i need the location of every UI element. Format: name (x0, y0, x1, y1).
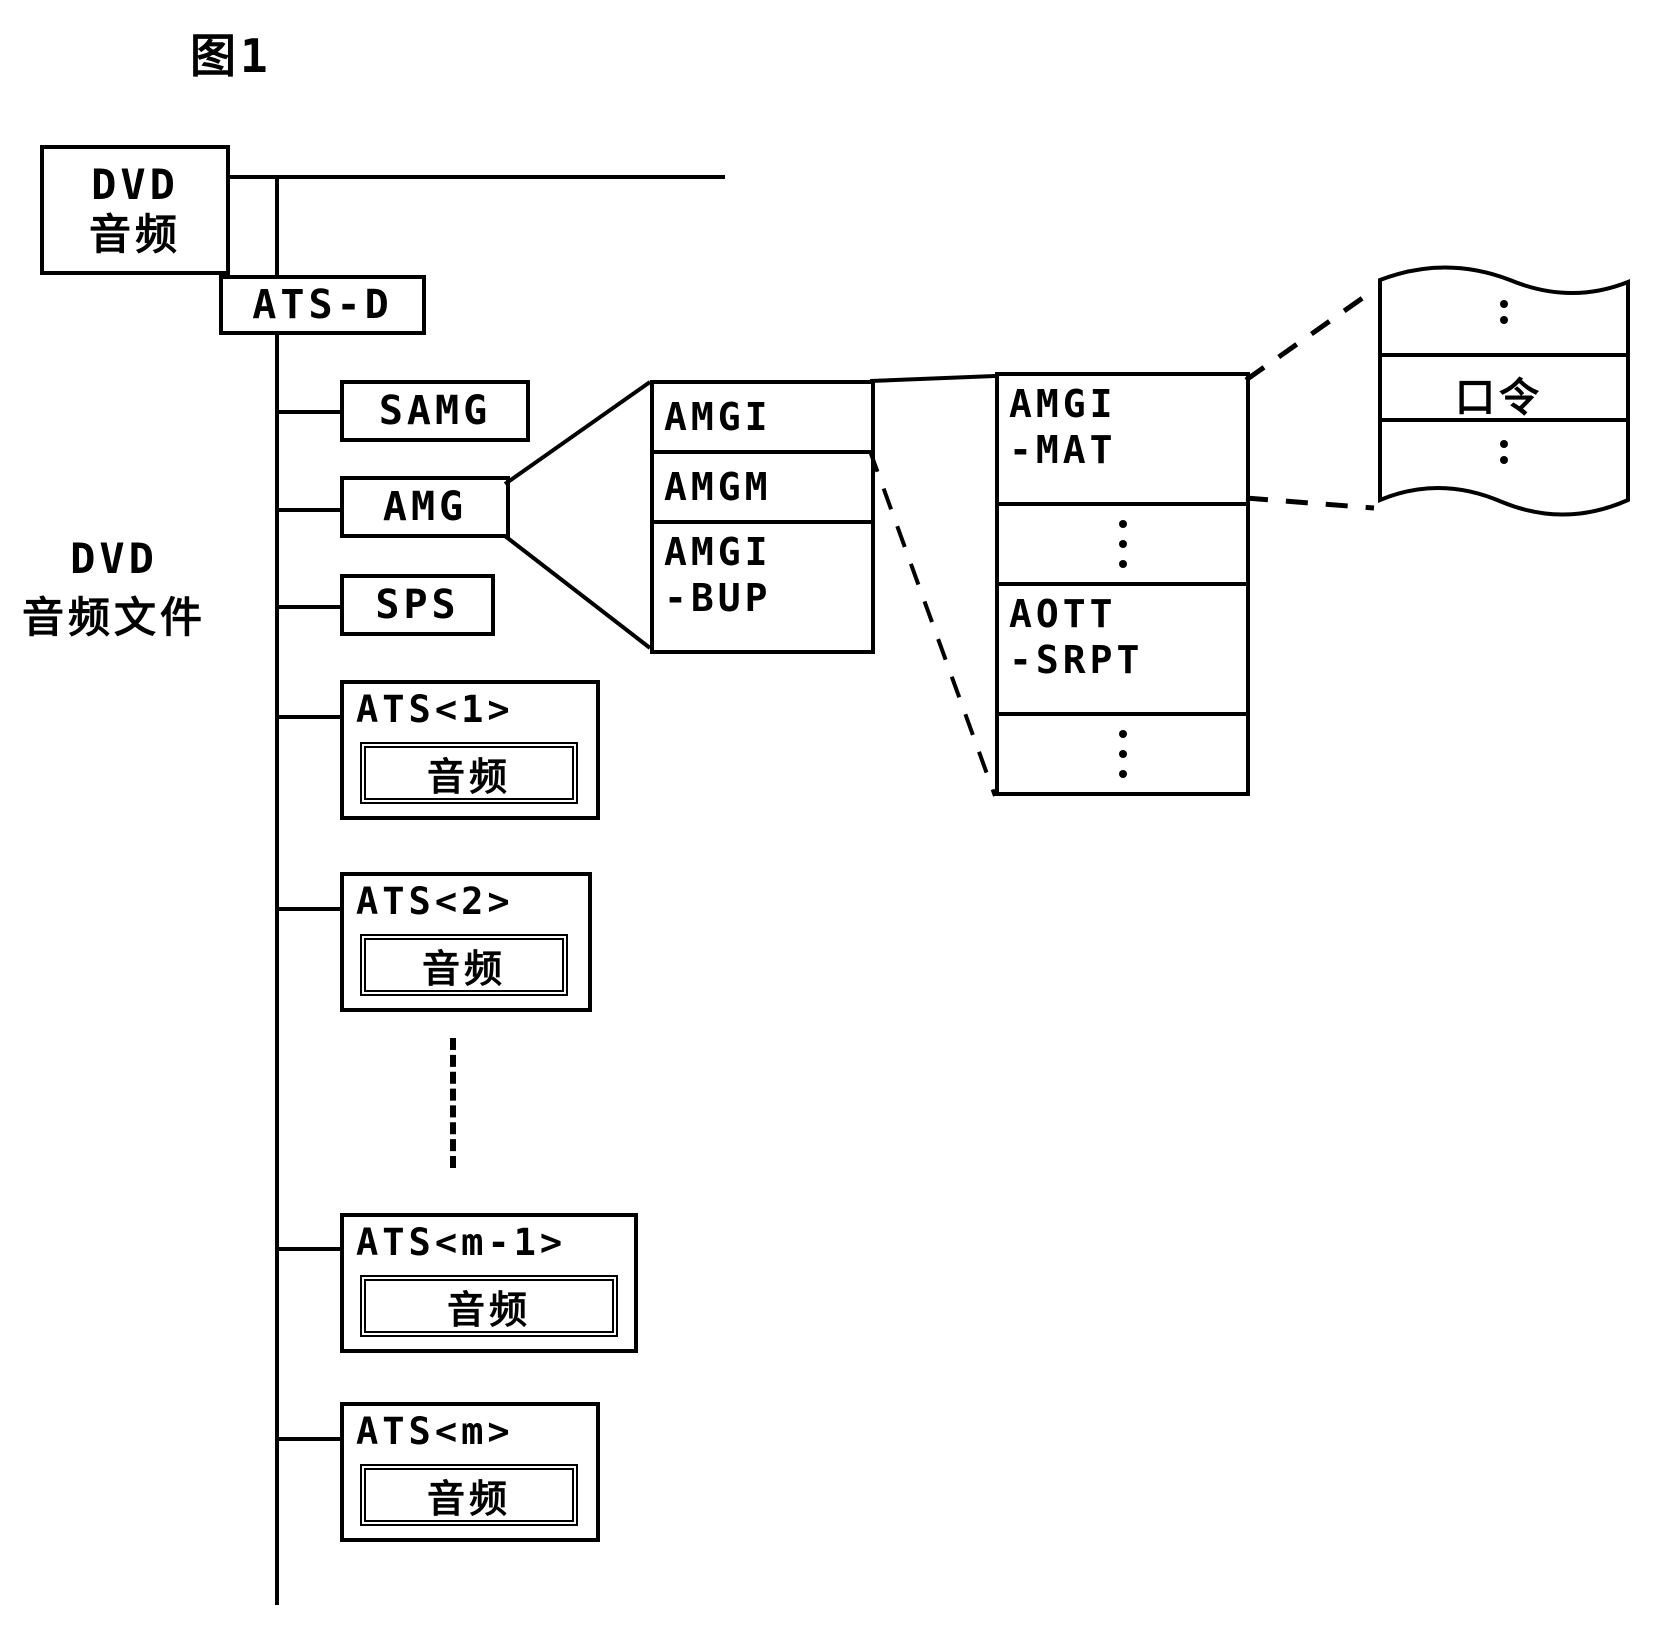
amgi-r1-l2: -MAT (1009, 428, 1117, 474)
scroll-dots-bot (1500, 440, 1508, 464)
amgi-r2-l1: AOTT (1009, 592, 1117, 638)
amgi-stack-dots1 (999, 506, 1246, 586)
atsm-inner: 音频 (360, 1464, 578, 1526)
amgi-r1-l1: AMGI (1009, 382, 1117, 428)
branch (275, 1437, 340, 1441)
amg-stack-r2: AMGM (654, 454, 871, 524)
ats2-inner: 音频 (360, 934, 568, 996)
samg-box: SAMG (340, 380, 530, 442)
amgi-stack-r1: AMGI -MAT (999, 376, 1246, 506)
branch (275, 907, 340, 911)
amg-stack: AMGI AMGM AMGI -BUP (650, 380, 875, 654)
dots-icon (1119, 730, 1127, 778)
branch (275, 605, 340, 609)
root-line1: DVD (91, 160, 179, 210)
amg-stack-r1: AMGI (654, 384, 871, 454)
amg-connector-svg (505, 376, 655, 656)
scroll-connector-svg (1246, 290, 1386, 520)
branch (275, 508, 340, 512)
ats1-inner: 音频 (360, 742, 578, 804)
brace-label: DVD 音频文件 (22, 530, 206, 648)
dots-icon (1119, 520, 1127, 568)
atsd-box: ATS-D (219, 275, 426, 335)
amg-stack-r3: AMGI -BUP (654, 524, 871, 654)
brace-l2: 音频文件 (22, 589, 206, 648)
connector (230, 175, 725, 179)
sps-box: SPS (340, 574, 495, 636)
ats1-title: ATS<1> (352, 686, 518, 733)
amgi-stack-dots2 (999, 716, 1246, 796)
root-line2: 音频 (89, 210, 181, 260)
brace-l1: DVD (22, 530, 206, 589)
atsm1-inner: 音频 (360, 1275, 618, 1337)
branch (275, 410, 340, 414)
amg-stack-r3-l2: -BUP (664, 576, 772, 622)
connector (275, 175, 279, 277)
figure-label: 图1 (190, 20, 272, 86)
ats2-title: ATS<2> (352, 878, 518, 925)
amg-box: AMG (340, 476, 510, 538)
scroll-dots-top (1500, 300, 1508, 324)
amgi-r2-l2: -SRPT (1009, 638, 1143, 684)
amgi-stack-r2: AOTT -SRPT (999, 586, 1246, 716)
trunk (275, 335, 279, 1605)
scroll-label: 口令 (1455, 365, 1543, 423)
amgi-connector-svg (870, 376, 1000, 816)
ellipsis-dash (450, 1038, 456, 1168)
root-box: DVD 音频 (40, 145, 230, 275)
atsm-title: ATS<m> (352, 1408, 518, 1455)
branch (275, 715, 340, 719)
atsm1-title: ATS<m-1> (352, 1219, 570, 1266)
branch (275, 1247, 340, 1251)
amgi-stack: AMGI -MAT AOTT -SRPT (995, 372, 1250, 796)
amg-stack-r3-l1: AMGI (664, 530, 772, 576)
